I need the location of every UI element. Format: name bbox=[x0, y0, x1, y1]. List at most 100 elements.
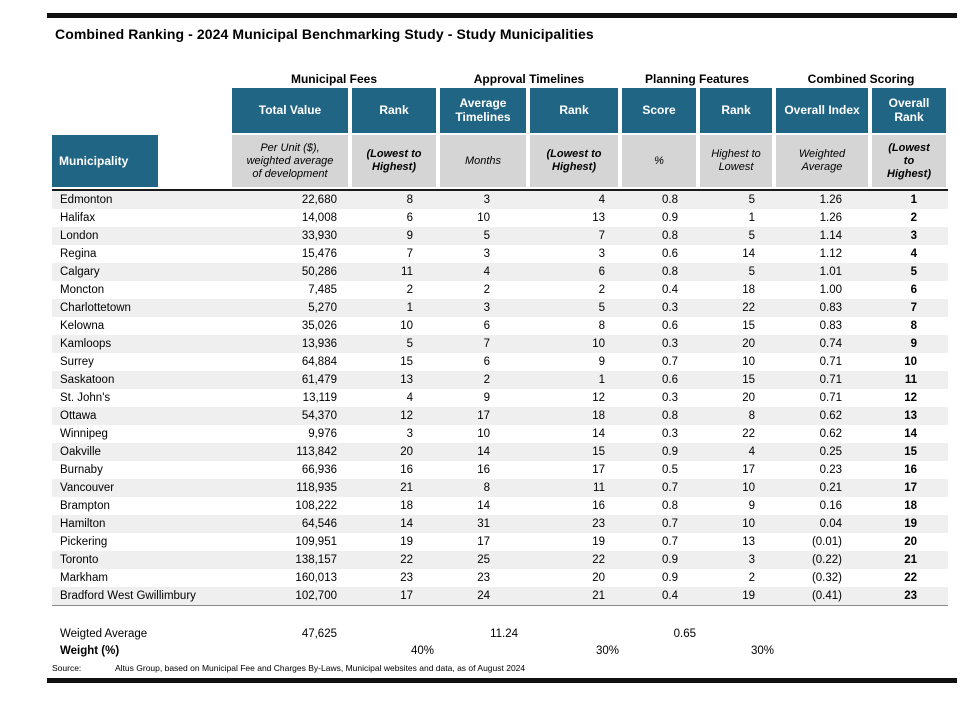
subheader-score: % bbox=[622, 135, 696, 187]
cell-total_value: 113,842 bbox=[296, 446, 337, 458]
cell-total_value: 118,935 bbox=[296, 482, 337, 494]
cell-fees_rank: 21 bbox=[400, 482, 413, 494]
cell-municipality: Toronto bbox=[60, 554, 99, 566]
header-divider bbox=[52, 189, 948, 191]
table-row: St. John's 13,119 4 9 12 0.3 20 0.71 12 bbox=[52, 389, 948, 407]
header-municipality: Municipality bbox=[52, 135, 158, 187]
cell-total_value: 33,930 bbox=[301, 230, 337, 242]
cell-score: 0.8 bbox=[662, 230, 678, 242]
cell-avg_timelines: 3 bbox=[483, 248, 490, 260]
cell-features_rank: 5 bbox=[748, 194, 755, 206]
cell-timelines_rank: 4 bbox=[598, 194, 605, 206]
header-timelines-rank: Rank bbox=[530, 88, 618, 133]
weighted-average-score: 0.65 bbox=[673, 628, 696, 640]
cell-fees_rank: 11 bbox=[401, 266, 413, 278]
table-row: Halifax 14,008 6 10 13 0.9 1 1.26 2 bbox=[52, 209, 948, 227]
header-row: Total Value Rank Average Timelines Rank … bbox=[52, 88, 948, 133]
cell-municipality: Burnaby bbox=[60, 464, 103, 476]
cell-score: 0.9 bbox=[662, 572, 678, 584]
cell-overall_index: 0.74 bbox=[819, 338, 842, 350]
cell-timelines_rank: 9 bbox=[598, 356, 605, 368]
weighted-average-row: Weigted Average 47,625 11.24 0.65 bbox=[52, 626, 948, 643]
cell-overall_rank: 22 bbox=[904, 572, 917, 584]
cell-features_rank: 15 bbox=[742, 320, 755, 332]
column-group-row: Municipal Fees Approval Timelines Planni… bbox=[52, 66, 948, 86]
cell-score: 0.6 bbox=[662, 248, 678, 260]
cell-fees_rank: 22 bbox=[400, 554, 413, 566]
cell-total_value: 35,026 bbox=[301, 320, 337, 332]
cell-overall_index: 1.00 bbox=[819, 284, 842, 296]
cell-fees_rank: 12 bbox=[400, 410, 413, 422]
cell-avg_timelines: 2 bbox=[483, 284, 490, 296]
table-row: Edmonton 22,680 8 3 4 0.8 5 1.26 1 bbox=[52, 191, 948, 209]
table-row: Vancouver 118,935 21 8 11 0.7 10 0.21 17 bbox=[52, 479, 948, 497]
cell-fees_rank: 20 bbox=[400, 446, 413, 458]
cell-timelines_rank: 1 bbox=[598, 374, 605, 386]
cell-overall_index: 0.21 bbox=[819, 482, 842, 494]
cell-overall_index: 0.16 bbox=[819, 500, 842, 512]
table-row: Ottawa 54,370 12 17 18 0.8 8 0.62 13 bbox=[52, 407, 948, 425]
source-label: Source: bbox=[52, 663, 82, 673]
subheader-timelines-rank: (Lowest to Highest) bbox=[530, 135, 618, 187]
header-overall-index: Overall Index bbox=[776, 88, 868, 133]
group-combined-scoring: Combined Scoring bbox=[807, 72, 915, 86]
cell-overall_rank: 8 bbox=[910, 320, 917, 332]
cell-overall_index: 0.04 bbox=[819, 518, 842, 530]
cell-timelines_rank: 7 bbox=[598, 230, 605, 242]
cell-municipality: London bbox=[60, 230, 99, 242]
cell-municipality: Charlottetown bbox=[60, 302, 131, 314]
cell-overall_index: 1.26 bbox=[819, 212, 842, 224]
cell-municipality: Calgary bbox=[60, 266, 100, 278]
cell-fees_rank: 8 bbox=[406, 194, 413, 206]
cell-overall_rank: 9 bbox=[910, 338, 917, 350]
cell-overall_rank: 15 bbox=[904, 446, 917, 458]
cell-avg_timelines: 6 bbox=[483, 320, 490, 332]
cell-avg_timelines: 16 bbox=[477, 464, 490, 476]
cell-total_value: 108,222 bbox=[295, 500, 337, 512]
cell-timelines_rank: 21 bbox=[592, 590, 605, 602]
table-row: Markham 160,013 23 23 20 0.9 2 (0.32) 22 bbox=[52, 569, 948, 587]
cell-municipality: Surrey bbox=[60, 356, 94, 368]
cell-features_rank: 22 bbox=[742, 428, 755, 440]
cell-overall_index: 0.83 bbox=[819, 302, 842, 314]
cell-total_value: 64,884 bbox=[301, 356, 337, 368]
cell-total_value: 9,976 bbox=[308, 428, 337, 440]
cell-overall_rank: 18 bbox=[904, 500, 917, 512]
cell-avg_timelines: 6 bbox=[483, 356, 490, 368]
cell-overall_rank: 5 bbox=[910, 266, 917, 278]
subheader-row: Municipality Per Unit ($), weighted aver… bbox=[52, 135, 948, 187]
cell-timelines_rank: 17 bbox=[592, 464, 605, 476]
cell-fees_rank: 7 bbox=[406, 248, 413, 260]
cell-total_value: 160,013 bbox=[295, 572, 337, 584]
cell-fees_rank: 5 bbox=[406, 338, 413, 350]
cell-features_rank: 10 bbox=[742, 482, 755, 494]
cell-score: 0.5 bbox=[662, 464, 678, 476]
cell-features_rank: 8 bbox=[748, 410, 755, 422]
cell-fees_rank: 6 bbox=[406, 212, 413, 224]
cell-overall_rank: 21 bbox=[904, 554, 917, 566]
cell-avg_timelines: 25 bbox=[477, 554, 490, 566]
cell-timelines_rank: 22 bbox=[592, 554, 605, 566]
weight-percent-label: Weight (%) bbox=[60, 645, 120, 657]
weighted-average-label: Weigted Average bbox=[60, 628, 148, 640]
weight-percent-row: Weight (%) 40% 30% 30% bbox=[52, 643, 948, 660]
cell-fees_rank: 19 bbox=[400, 536, 413, 548]
cell-fees_rank: 16 bbox=[400, 464, 413, 476]
subheader-overall-rank: (Lowest to Highest) bbox=[872, 135, 946, 187]
cell-fees_rank: 1 bbox=[406, 302, 413, 314]
table-row: Moncton 7,485 2 2 2 0.4 18 1.00 6 bbox=[52, 281, 948, 299]
cell-score: 0.7 bbox=[662, 536, 678, 548]
table-row: Kamloops 13,936 5 7 10 0.3 20 0.74 9 bbox=[52, 335, 948, 353]
cell-avg_timelines: 3 bbox=[483, 302, 490, 314]
ranking-table: Municipal Fees Approval Timelines Planni… bbox=[52, 66, 948, 673]
header-avg-timelines: Average Timelines bbox=[440, 88, 526, 133]
cell-municipality: Oakville bbox=[60, 446, 101, 458]
subheader-fees-rank: (Lowest to Highest) bbox=[352, 135, 436, 187]
cell-avg_timelines: 24 bbox=[477, 590, 490, 602]
weighted-average-timelines: 11.24 bbox=[490, 628, 518, 640]
cell-fees_rank: 15 bbox=[400, 356, 413, 368]
cell-overall_rank: 23 bbox=[904, 590, 917, 602]
cell-score: 0.6 bbox=[662, 320, 678, 332]
cell-total_value: 13,936 bbox=[301, 338, 337, 350]
cell-overall_rank: 1 bbox=[910, 194, 917, 206]
